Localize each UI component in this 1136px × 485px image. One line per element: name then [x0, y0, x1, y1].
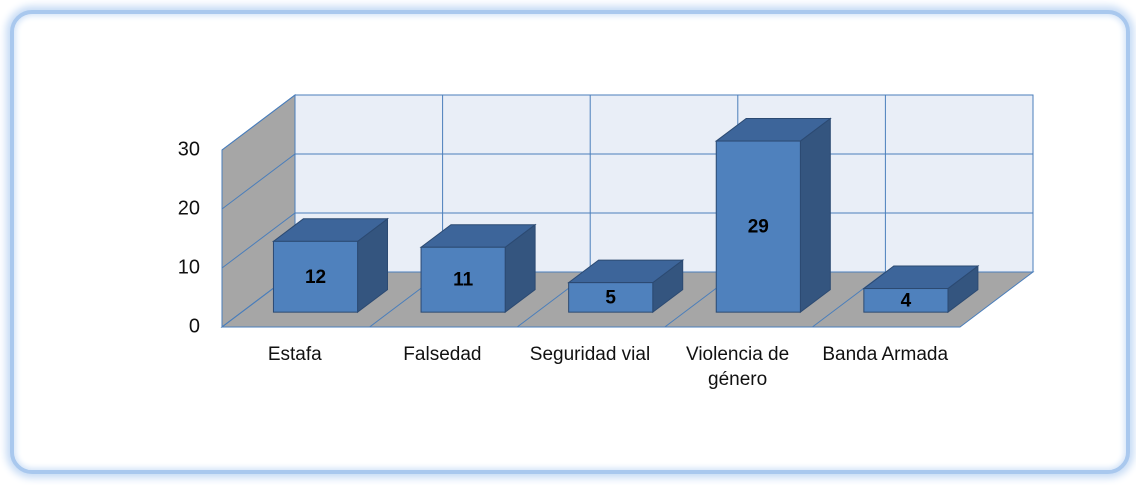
y-tick-label: 0	[189, 315, 200, 337]
y-tick-label: 10	[178, 256, 200, 278]
data-label: 12	[305, 267, 326, 288]
data-label: 11	[453, 270, 474, 291]
bar-front	[715, 140, 801, 313]
x-tick-label: Falsedad	[403, 344, 482, 365]
y-tick-label: 20	[178, 197, 200, 219]
back-wall	[294, 94, 1034, 273]
bar-front	[420, 246, 506, 313]
data-label: 4	[901, 290, 912, 311]
data-label: 29	[748, 217, 769, 238]
bar-front	[863, 288, 949, 313]
y-tick-label: 30	[178, 138, 200, 160]
x-tick-label: Seguridad vial	[529, 344, 651, 365]
bar-side	[799, 117, 831, 314]
bar-front	[568, 282, 654, 313]
grid-line	[221, 94, 1033, 151]
x-tick-label: Banda Armada	[822, 344, 949, 365]
x-tick-label: Violencia de género	[686, 344, 790, 390]
data-label: 5	[605, 287, 616, 308]
bar-front	[272, 240, 359, 313]
x-tick-label: Estafa	[267, 344, 322, 365]
